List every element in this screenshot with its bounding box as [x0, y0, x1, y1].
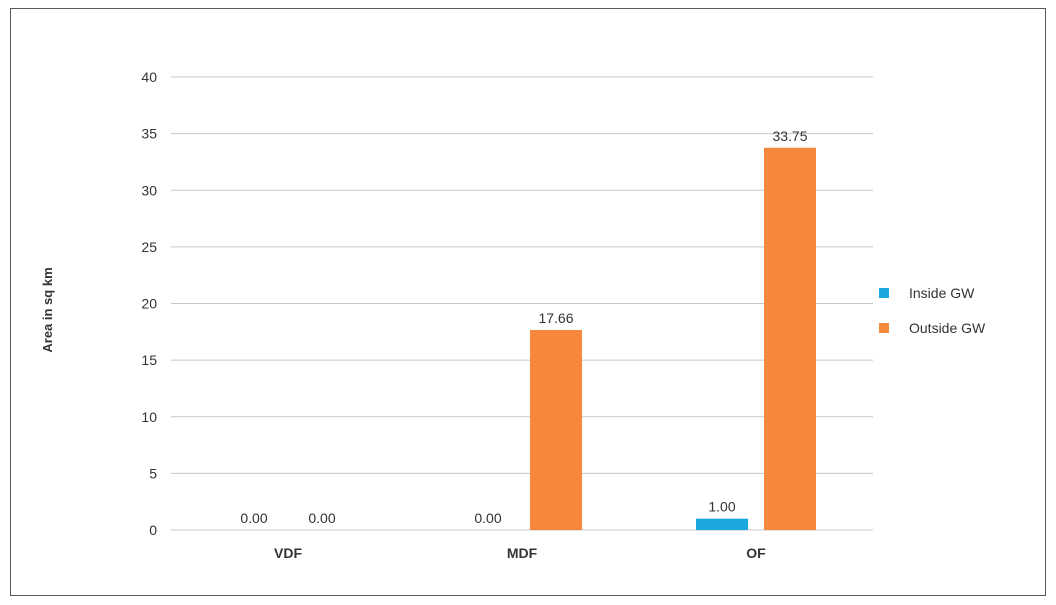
legend-swatch [879, 288, 889, 298]
category-label: OF [746, 545, 766, 561]
data-label: 0.00 [240, 510, 267, 526]
category-label: VDF [274, 545, 302, 561]
bars [530, 147, 816, 530]
category-label: MDF [507, 545, 538, 561]
legend-swatch [879, 323, 889, 333]
y-tick-label: 30 [141, 182, 157, 198]
bar-of-inside-gw [696, 518, 748, 530]
data-label: 1.00 [708, 499, 735, 515]
category-labels: VDF MDF OF [274, 545, 766, 561]
data-label: 0.00 [308, 510, 335, 526]
y-tick-label: 5 [149, 465, 157, 481]
y-tick-label: 10 [141, 409, 157, 425]
y-axis-ticks: 0 5 10 15 20 25 30 35 40 [141, 69, 157, 538]
y-tick-label: 35 [141, 126, 157, 142]
bar-of-outside-gw [764, 147, 816, 530]
legend-entry: Outside GW [909, 320, 986, 336]
gridlines [171, 76, 873, 531]
y-axis-label: Area in sq km [40, 267, 55, 352]
data-label: 0.00 [474, 510, 501, 526]
data-label: 17.66 [538, 310, 573, 326]
chart-frame [10, 8, 1046, 596]
legend-entry: Inside GW [909, 285, 975, 301]
y-tick-label: 25 [141, 239, 157, 255]
y-tick-label: 15 [141, 352, 157, 368]
y-tick-label: 0 [149, 522, 157, 538]
y-tick-label: 40 [141, 69, 157, 85]
data-labels: 0.00 0.00 0.00 17.66 1.00 33.75 [240, 128, 807, 526]
y-tick-label: 20 [141, 296, 157, 312]
data-label: 33.75 [772, 128, 807, 144]
bar-mdf-outside-gw [530, 330, 582, 530]
legend: Inside GW Outside GW [879, 285, 986, 336]
